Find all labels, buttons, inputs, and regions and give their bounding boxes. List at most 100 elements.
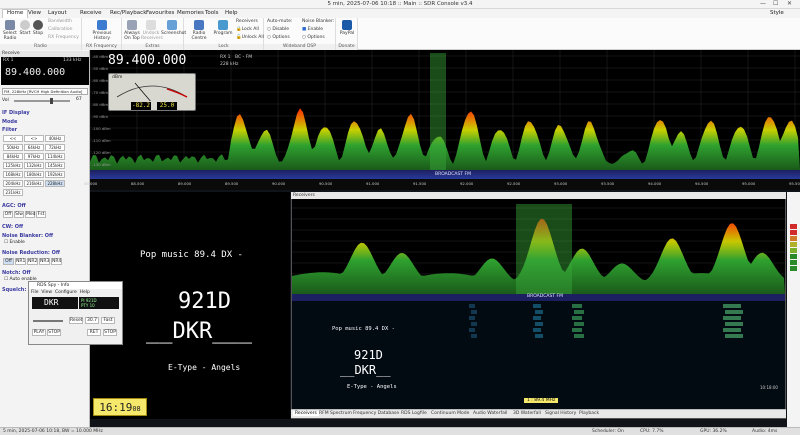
rds-spy-value-field[interactable]: 30.7 [85, 317, 99, 324]
rds-spy-stop2-button[interactable]: STOP [103, 329, 117, 336]
rds-spy-menu-view[interactable]: View [41, 290, 53, 295]
menu-view[interactable]: View [28, 10, 42, 16]
auto-mute-disable-radio[interactable]: ○ Disable [267, 27, 290, 32]
agc-med-button[interactable]: Med [25, 211, 36, 218]
bandwidth-option[interactable]: Bandwidth [48, 19, 72, 24]
unlock-all-button[interactable]: 🔓Unlock All [236, 35, 264, 40]
always-on-top-button[interactable]: Always On Top [123, 20, 141, 41]
tab-receivers[interactable]: Receivers [293, 411, 319, 416]
tab-continuum-mode[interactable]: Continuum Mode [431, 411, 470, 416]
receivers-filter-overlay[interactable] [516, 204, 572, 294]
maximize-icon[interactable]: ☐ [773, 0, 779, 7]
menu-memories[interactable]: Memories [177, 10, 204, 16]
menu-receive[interactable]: Receive [80, 10, 102, 16]
auto-enable-checkbox[interactable]: ☐ Auto enable [4, 277, 37, 282]
agc-section[interactable]: AGC: Off [2, 203, 26, 209]
tab-signal-history[interactable]: Signal History [545, 411, 577, 416]
mode-section[interactable]: Mode [2, 119, 18, 125]
lock-all-button[interactable]: 🔒Lock All [236, 27, 259, 32]
close-icon[interactable]: ✕ [787, 0, 793, 7]
tab-rds-logfile[interactable]: RDS Logfile [401, 411, 427, 416]
rds-spy-stop-button[interactable]: STOP [47, 329, 61, 336]
filter-button[interactable]: 231kHz [3, 189, 23, 196]
if-display-section[interactable]: IF Display [2, 110, 30, 116]
menu-tools[interactable]: Tools [205, 10, 219, 16]
program-button[interactable]: Program [213, 20, 233, 36]
filter-button[interactable]: 192kHz [45, 171, 65, 178]
rds-spy-window[interactable]: RDS Spy - Info File View Configure Help … [28, 281, 123, 345]
filter-button[interactable]: 132kHz [24, 162, 44, 169]
agc-fast-button[interactable]: Fst [36, 211, 46, 218]
filter-button[interactable]: 168kHz [3, 171, 23, 178]
menu-home[interactable]: Home [2, 9, 29, 18]
calibration-option[interactable]: Calibration [48, 27, 73, 32]
undock-receivers-button[interactable]: Undock Receivers [141, 20, 163, 41]
noise-blanker-section[interactable]: Noise Blanker: Off [2, 233, 53, 239]
nr3-button[interactable]: NR3 [39, 258, 50, 265]
filter-button[interactable]: 84kHz [3, 153, 23, 160]
filter-button[interactable]: 64kHz [24, 144, 44, 151]
tab-audio-waterfall[interactable]: Audio Waterfall [473, 411, 508, 416]
filter-button[interactable]: 228kHz [45, 180, 65, 187]
volume-slider[interactable] [14, 98, 70, 104]
filter-button[interactable]: << [3, 135, 23, 142]
rds-spy-play-button[interactable]: PLAY [32, 329, 46, 336]
main-frequency[interactable]: 89.400.000 [108, 53, 187, 68]
stop-button[interactable]: Stop [32, 20, 44, 36]
minimize-icon[interactable]: — [760, 0, 766, 7]
nr1-button[interactable]: NR1 [15, 258, 26, 265]
nr-off-button[interactable]: Off [3, 258, 14, 265]
style-menu[interactable]: Style [770, 10, 784, 16]
filter-button[interactable]: 50kHz [3, 144, 23, 151]
auto-mute-options-radio[interactable]: ○ Options [267, 35, 290, 40]
filter-button[interactable]: 216kHz [24, 180, 44, 187]
cw-section[interactable]: CW: Off [2, 224, 24, 230]
start-button[interactable]: Start [19, 20, 31, 36]
nr2-button[interactable]: NR2 [27, 258, 38, 265]
paypal-button[interactable]: PayPal [337, 20, 357, 36]
notch-section[interactable]: Notch: Off [2, 270, 31, 276]
tab-playback[interactable]: Playback [579, 411, 600, 416]
tab-3d-waterfall[interactable]: 3D Waterfall [513, 411, 541, 416]
agc-slow-button[interactable]: Slw [14, 211, 24, 218]
menu-help[interactable]: Help [225, 10, 238, 16]
agc-off-button[interactable]: Off [3, 211, 13, 218]
filter-button[interactable]: 114kHz [45, 153, 65, 160]
rds-spy-ret-button[interactable]: RET [87, 329, 101, 336]
rds-spy-slider[interactable] [33, 320, 63, 322]
tab-frequency-database[interactable]: Frequency Database [353, 411, 400, 416]
rx-marker[interactable]: 1 : 89.4 MHz [524, 398, 559, 403]
rx-filter-overlay[interactable] [430, 53, 446, 170]
menu-favourites[interactable]: Favourites [146, 10, 175, 16]
main-spectrum[interactable]: BROADCAST FM 88.000 88.500 89.000 89.500 90.… [84, 50, 800, 190]
noise-blanker-options-radio[interactable]: ○ Options [302, 35, 325, 40]
rds-spy-menu-file[interactable]: File [31, 290, 39, 295]
filter-button[interactable]: <> [24, 135, 44, 142]
menu-rec-playback[interactable]: Rec/Playback [110, 10, 147, 16]
filter-button[interactable]: 72kHz [45, 144, 65, 151]
mode-preset-select[interactable]: FM, 228kHz [RVCH High Definition Audio] [2, 88, 88, 95]
screenshot-button[interactable]: Screenshot [161, 20, 186, 36]
squelch-section[interactable]: Squelch: Off [2, 287, 37, 293]
radio-centre-button[interactable]: Radio Centre [185, 20, 213, 41]
previous-history-button[interactable]: Previous History [84, 20, 120, 41]
rds-spy-menu-configure[interactable]: Configure [54, 290, 77, 295]
select-radio-button[interactable]: Select Radio [2, 20, 18, 41]
tab-rfm-spectrum[interactable]: RFM Spectrum [319, 411, 352, 416]
left-frequency-display[interactable]: RX 1 133 kHz 89.400.000 [1, 57, 89, 85]
nb-enable-checkbox[interactable]: ☐ Enable [4, 240, 25, 245]
filter-button[interactable]: 97kHz [24, 153, 44, 160]
receivers-panel[interactable]: BROADCAST FM Pop music 89.4 DX - 921D __… [291, 192, 786, 419]
rds-spy-fast-button[interactable]: Fast [101, 317, 115, 324]
rx-frequency-option[interactable]: RX Frequency [48, 35, 79, 40]
filter-button[interactable]: 40kHz [45, 135, 65, 142]
filter-button[interactable]: 180kHz [24, 171, 44, 178]
nr4-button[interactable]: NR4 [51, 258, 62, 265]
filter-section[interactable]: Filter [2, 127, 18, 133]
filter-button[interactable]: 204kHz [3, 180, 23, 187]
filter-button[interactable]: 125kHz [3, 162, 23, 169]
rds-spy-reset-button[interactable]: Reset [69, 317, 83, 324]
filter-button[interactable]: 145kHz [45, 162, 65, 169]
rds-spy-menu-help[interactable]: Help [79, 290, 90, 295]
noise-blanker-enable-checkbox[interactable]: ■ Enable [302, 27, 324, 32]
